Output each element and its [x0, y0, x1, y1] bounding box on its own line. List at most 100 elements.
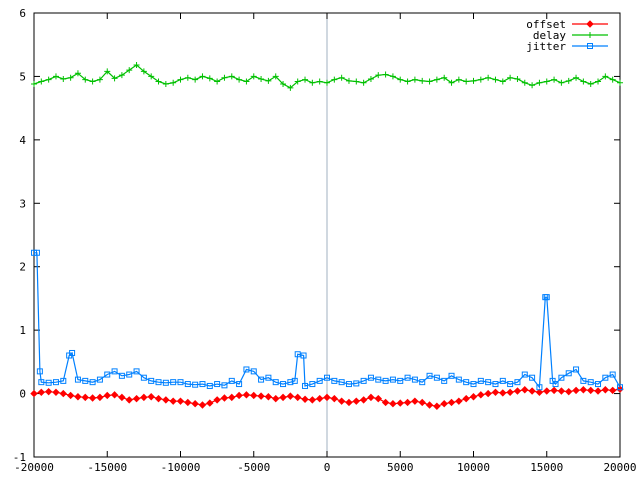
data-point-offset	[447, 398, 456, 407]
data-point-delay	[521, 79, 528, 86]
data-point-offset	[513, 387, 522, 395]
data-point-offset	[191, 400, 199, 408]
x-tick-label: -15000	[87, 461, 127, 474]
data-point-delay	[118, 72, 125, 79]
data-point-jitter	[316, 377, 323, 384]
data-point-delay	[382, 71, 389, 78]
data-point-jitter	[404, 374, 411, 381]
data-point-offset	[162, 396, 170, 404]
data-point-jitter	[580, 377, 587, 384]
data-point-jitter	[52, 379, 59, 386]
data-point-jitter	[552, 381, 559, 388]
data-point-jitter	[250, 368, 257, 375]
axis-tick-labels: -1 0 1 2 3 4 5 6 -20000 -15000 -10000 -5000 0 5000 100…	[13, 7, 637, 474]
data-point-offset	[411, 397, 419, 405]
x-tick-label: -20000	[14, 461, 54, 474]
data-point-delay	[426, 78, 433, 85]
data-point-offset	[96, 393, 104, 402]
data-point-delay	[455, 76, 462, 83]
x-tick-label: 10000	[457, 461, 490, 474]
data-point-offset	[550, 386, 558, 395]
data-point-delay	[162, 81, 169, 88]
data-point-delay	[529, 82, 536, 89]
data-point-jitter	[243, 366, 250, 373]
data-point-jitter	[426, 372, 433, 379]
data-point-offset	[565, 387, 573, 396]
data-point-delay	[74, 70, 81, 77]
data-point-offset	[557, 387, 566, 395]
data-point-delay	[565, 77, 572, 84]
data-point-offset	[608, 386, 617, 395]
legend-label-offset: offset	[526, 18, 566, 31]
series-jitter	[31, 249, 623, 391]
data-point-delay	[287, 84, 294, 91]
y-tick-label: 3	[19, 197, 26, 210]
data-point-jitter	[38, 379, 45, 386]
data-point-jitter	[367, 374, 374, 381]
data-point-jitter	[294, 351, 301, 358]
data-point-jitter	[338, 379, 345, 386]
data-point-delay	[404, 78, 411, 85]
series-offset	[30, 385, 624, 410]
data-point-offset	[184, 398, 192, 407]
data-point-offset	[125, 396, 133, 404]
data-point-jitter	[74, 376, 81, 383]
data-point-jitter	[199, 381, 206, 388]
data-point-delay	[258, 75, 265, 82]
data-point-offset	[330, 394, 339, 403]
data-point-delay	[192, 76, 199, 83]
data-point-jitter	[221, 382, 228, 389]
data-point-jitter	[499, 377, 506, 384]
data-point-offset	[308, 396, 317, 404]
data-point-jitter	[521, 371, 528, 378]
data-point-jitter	[455, 376, 462, 383]
data-point-offset	[403, 398, 412, 407]
data-point-offset	[59, 389, 68, 398]
data-point-jitter	[89, 379, 96, 386]
data-point-jitter	[45, 379, 52, 386]
data-point-delay	[558, 79, 565, 86]
data-point-offset	[279, 393, 287, 402]
data-point-delay	[367, 75, 374, 82]
data-point-jitter	[96, 376, 103, 383]
data-point-delay	[206, 75, 213, 82]
data-point-jitter	[441, 377, 448, 384]
data-point-delay	[324, 79, 330, 86]
data-point-jitter	[353, 380, 360, 387]
data-point-delay	[250, 73, 257, 80]
data-point-offset	[293, 393, 302, 402]
data-point-offset	[110, 391, 119, 399]
data-point-offset	[594, 387, 602, 395]
data-point-jitter	[280, 381, 287, 388]
series-layer	[30, 62, 624, 410]
data-point-delay	[38, 78, 45, 85]
data-point-jitter	[331, 377, 338, 384]
data-point-jitter	[558, 374, 565, 381]
data-point-offset	[52, 388, 60, 397]
data-point-delay	[177, 76, 184, 83]
legend-marker-offset	[586, 20, 594, 28]
data-point-offset	[198, 401, 207, 409]
data-point-delay	[441, 74, 448, 81]
data-point-jitter	[419, 379, 426, 386]
data-point-delay	[52, 73, 59, 80]
data-point-jitter	[595, 381, 602, 388]
data-point-jitter	[104, 371, 111, 378]
data-point-offset	[586, 386, 595, 395]
data-point-offset	[543, 387, 551, 395]
x-tick-label: 5000	[387, 461, 414, 474]
data-point-offset	[499, 389, 507, 397]
data-point-delay	[96, 76, 103, 83]
legend-marker-delay	[587, 32, 593, 38]
data-point-offset	[118, 393, 126, 402]
data-point-delay	[67, 74, 74, 81]
data-point-offset	[469, 393, 478, 401]
data-point-jitter	[300, 352, 307, 359]
data-point-offset	[30, 389, 38, 398]
data-point-delay	[221, 74, 228, 81]
data-point-delay	[338, 74, 345, 81]
data-point-jitter	[69, 349, 76, 356]
data-point-delay	[595, 78, 602, 85]
series-line-jitter	[34, 252, 621, 389]
